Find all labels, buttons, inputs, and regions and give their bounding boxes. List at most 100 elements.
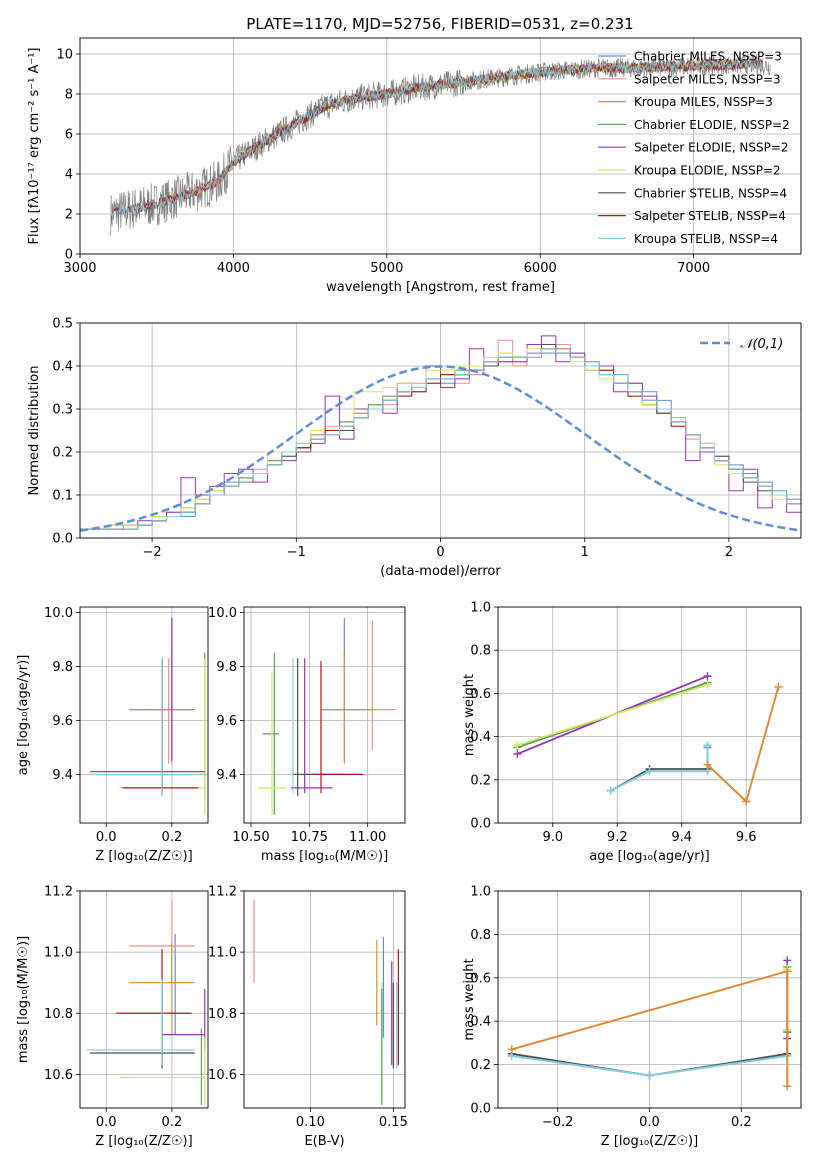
tick-label-y: 0.6	[470, 971, 491, 986]
tick-label-x: 0.2	[162, 1115, 183, 1130]
tick-label-y: 0.3	[52, 403, 73, 418]
errorbar-point	[86, 658, 205, 796]
tick-label-x: 7000	[677, 261, 710, 276]
weight-line	[706, 686, 780, 804]
panel-mass_vs_EBV: 0.10 0.15 10.6 10.8 11.0 11.2 E(B-V)	[208, 885, 408, 1150]
errorbar-point	[89, 985, 195, 1069]
model-line	[110, 58, 763, 220]
errorbar-point	[162, 988, 206, 1053]
tick-label-y: 9.4	[52, 768, 73, 783]
tick-label-x: −1	[287, 545, 306, 560]
legend-label: 𝒩(0,1)	[740, 337, 783, 352]
axes-frame	[243, 890, 406, 1109]
tick-label-x: 9.4	[671, 830, 692, 845]
axis-label-x: wavelength [Angstrom, rest frame]	[326, 280, 555, 295]
tick-label-x: 0.10	[296, 1115, 325, 1130]
tick-label-y: 0.2	[470, 1058, 491, 1073]
axis-label-x: Z [log₁₀(Z/Z☉)]	[95, 849, 192, 864]
errorbar-point	[321, 620, 396, 751]
tick-label-x: 3000	[63, 261, 96, 276]
tick-label-y: 6	[65, 128, 73, 143]
panel-weight_vs_Z: −0.2 0.0 0.2 0.0 0.2 0.4 0.6 0.8 1.0 Z [log₁₀(Z/Z…	[462, 885, 802, 1149]
tick-label-y: 0	[65, 248, 73, 263]
weight-marker	[783, 967, 792, 976]
plot-area-residuals	[80, 335, 801, 538]
tick-label-y: 11.2	[208, 885, 237, 900]
tick-label-x: 9.0	[542, 830, 563, 845]
tick-label-y: 10.8	[44, 1007, 73, 1022]
tick-label-x: 9.6	[736, 830, 757, 845]
tick-label-y: 10	[56, 48, 73, 63]
tick-label-x: 0.2	[162, 830, 183, 845]
tick-label-y: 0.0	[470, 1102, 491, 1117]
tick-label-y: 0.1	[52, 489, 73, 504]
tick-label-y: 1.0	[470, 601, 491, 616]
errorbar-point	[321, 652, 375, 764]
tick-label-y: 0.2	[52, 446, 73, 461]
tick-label-y: 11.2	[44, 885, 73, 900]
tick-label-y: 9.8	[52, 660, 73, 675]
weight-line	[517, 683, 708, 747]
axis-label-y: Flux [fλ10⁻¹⁷ erg cm⁻² s⁻¹ A⁻¹]	[27, 48, 42, 245]
panel-age_vs_Z: 0.0 0.2 9.4 9.6 9.8 10.0 Z [log₁₀(Z/Z☉)] age [l…	[16, 606, 209, 864]
weight-line	[610, 745, 709, 792]
plot-area-weight_vs_Z	[507, 956, 792, 1091]
legend-label: Kroupa STELIB, NSSP=4	[634, 232, 778, 246]
tick-label-y: 10.0	[44, 606, 73, 621]
axis-label-y: mass weight	[462, 958, 477, 1040]
weight-marker	[513, 741, 522, 750]
weight-marker	[742, 797, 751, 806]
errorbar-point	[119, 1037, 206, 1105]
panel-spectrum: 3000 4000 5000 6000 7000 0 2 4 6 8 10 wavelength [A…	[27, 37, 802, 295]
tick-label-x: 5000	[370, 261, 403, 276]
plot-area-mass_vs_EBV	[253, 900, 399, 1105]
tick-label-x: 2	[725, 545, 733, 560]
tick-label-y: 10.8	[208, 1007, 237, 1022]
weight-marker	[645, 767, 654, 776]
weight-marker	[703, 760, 712, 769]
tick-label-y: 0.6	[470, 687, 491, 702]
tick-label-x: 0.0	[96, 830, 117, 845]
errorbar-point	[258, 671, 286, 815]
tick-label-y: 10.6	[44, 1068, 73, 1083]
tick-label-x: 0.0	[96, 1115, 117, 1130]
legend: Chabrier MILES, NSSP=3 Salpeter MILES, NS…	[598, 50, 790, 246]
figure-title: PLATE=1170, MJD=52756, FIBERID=0531, z=0…	[246, 15, 633, 33]
axes-frame	[243, 606, 406, 824]
tick-label-y: 0.4	[470, 1015, 491, 1030]
panel-weight_vs_age: 9.0 9.2 9.4 9.6 0.0 0.2 0.4 0.6 0.8 1.0 age [log₁₀…	[462, 601, 802, 864]
legend-label: Kroupa ELODIE, NSSP=2	[634, 164, 781, 178]
axis-label-y: mass [log₁₀(M/M☉)]	[16, 936, 31, 1063]
tick-label-y: 0.5	[52, 317, 73, 332]
legend-label: Kroupa MILES, NSSP=3	[634, 95, 773, 109]
tick-label-y: 9.6	[52, 714, 73, 729]
tick-label-y: 0.2	[470, 773, 491, 788]
tick-label-y: 0.0	[470, 817, 491, 832]
tick-label-y: 0.8	[470, 928, 491, 943]
axes-frame	[79, 890, 209, 1109]
panel-age_vs_mass: 10.50 10.75 11.00 9.4 9.6 9.8 10.0 mass [log₁₀(…	[208, 606, 406, 864]
axis-label-x: (data-model)/error	[380, 564, 501, 579]
legend-label: Chabrier MILES, NSSP=3	[634, 50, 782, 64]
tick-label-x: 0.2	[731, 1115, 752, 1130]
errorbar-point	[262, 652, 279, 815]
tick-label-x: 4000	[217, 261, 250, 276]
tick-label-x: 11.00	[349, 830, 386, 845]
histogram-series	[80, 348, 801, 538]
tick-label-y: 11.0	[208, 946, 237, 961]
tick-label-y: 1.0	[470, 885, 491, 900]
errorbar-point	[89, 658, 205, 796]
errorbar-point	[116, 949, 192, 1066]
tick-label-x: 0.15	[379, 1115, 408, 1130]
axis-label-x: E(B-V)	[304, 1134, 344, 1149]
tick-label-x: 0	[436, 545, 444, 560]
tick-label-y: 10.6	[208, 1068, 237, 1083]
axes-frame	[79, 606, 209, 824]
axis-label-x: Z [log₁₀(Z/Z☉)]	[95, 1134, 192, 1149]
tick-label-x: −0.2	[542, 1115, 574, 1130]
panel-residuals: −2 −1 0 1 2 0.0 0.1 0.2 0.3 0.4 0.5 (data-model)/er…	[27, 317, 802, 579]
plot-area-weight_vs_age	[513, 672, 783, 806]
normal-reference-curve	[80, 365, 801, 532]
axis-label-y: age [log₁₀(age/yr)]	[16, 655, 31, 776]
